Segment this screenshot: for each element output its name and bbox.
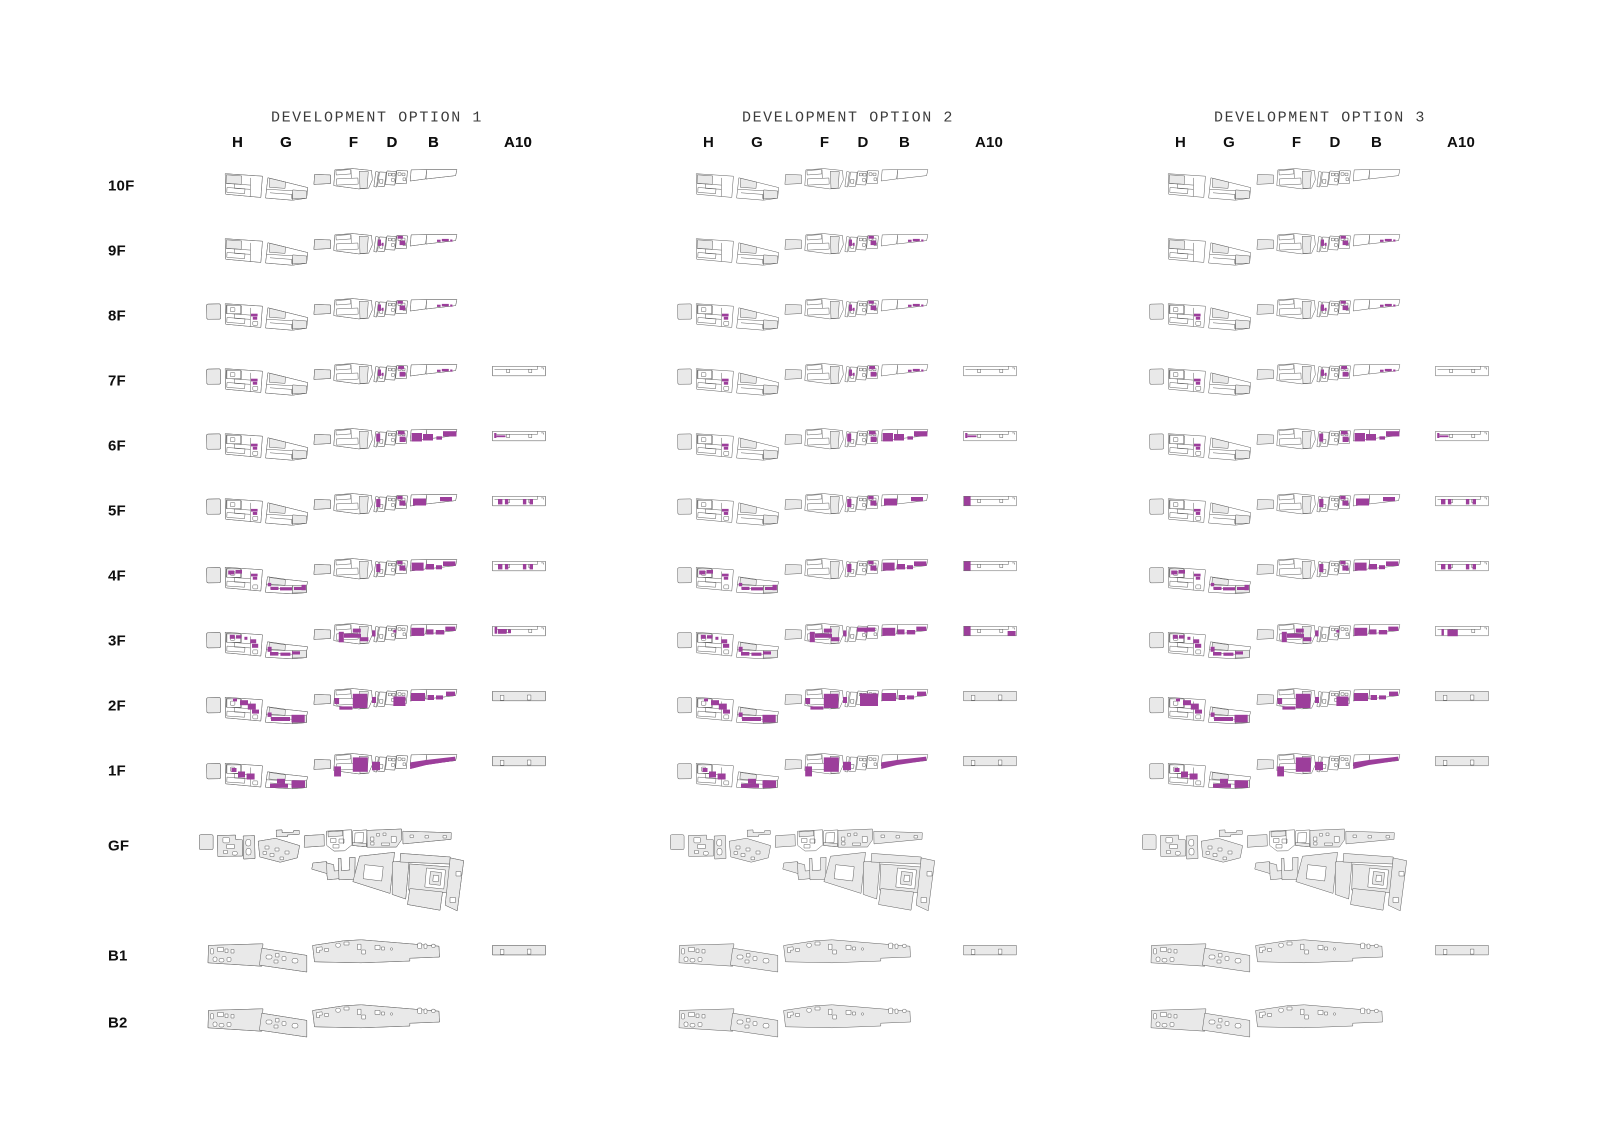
svg-text:4F: 4F — [108, 568, 126, 585]
svg-text:DEVELOPMENT OPTION 2: DEVELOPMENT OPTION 2 — [742, 110, 954, 127]
svg-text:2F: 2F — [108, 698, 126, 715]
svg-text:DEVELOPMENT OPTION 1: DEVELOPMENT OPTION 1 — [271, 110, 483, 127]
svg-text:3F: 3F — [108, 633, 126, 650]
svg-text:GF: GF — [108, 838, 129, 855]
svg-text:DEVELOPMENT OPTION 3: DEVELOPMENT OPTION 3 — [1214, 110, 1426, 127]
svg-text:1F: 1F — [108, 763, 126, 780]
svg-text:7F: 7F — [108, 373, 126, 390]
svg-text:6F: 6F — [108, 438, 126, 455]
svg-text:9F: 9F — [108, 243, 126, 260]
svg-text:10F: 10F — [108, 178, 134, 195]
svg-text:B1: B1 — [108, 948, 128, 965]
svg-text:8F: 8F — [108, 308, 126, 325]
svg-text:5F: 5F — [108, 503, 126, 520]
svg-text:B2: B2 — [108, 1015, 128, 1032]
